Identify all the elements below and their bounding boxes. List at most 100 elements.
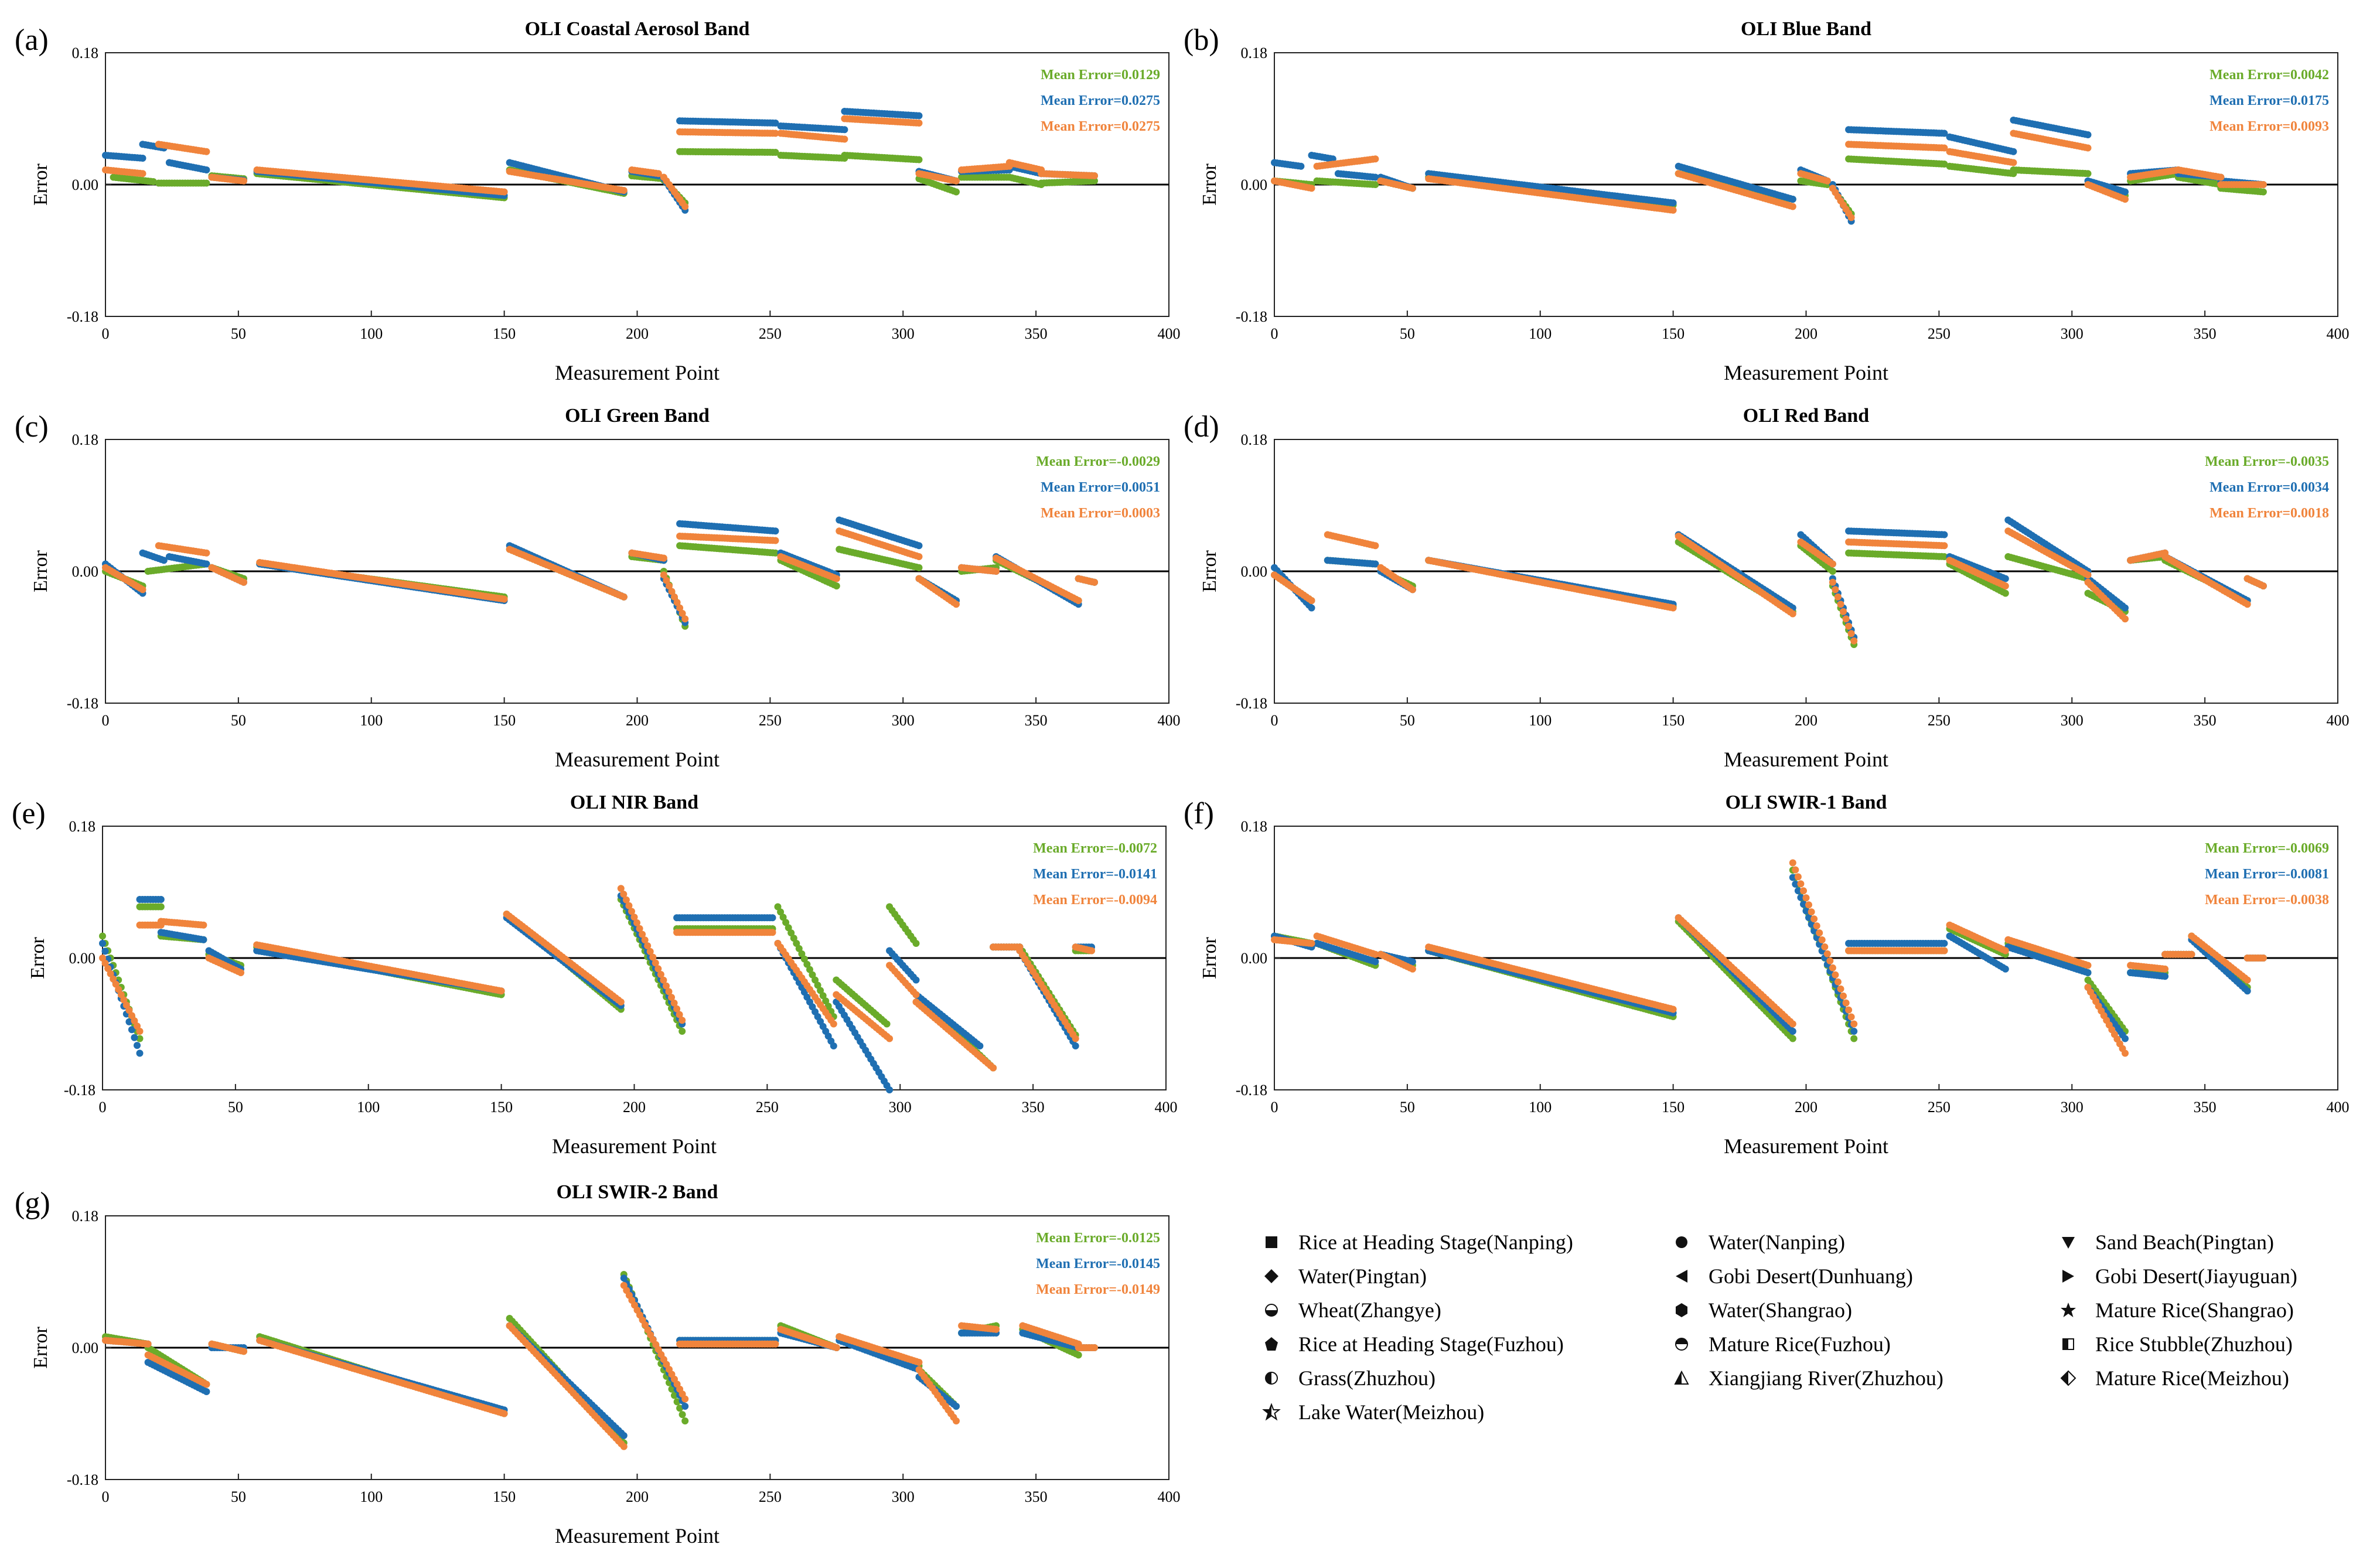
x-tick-label: 400 bbox=[1155, 1099, 1178, 1116]
data-point bbox=[993, 568, 1000, 575]
x-tick-label: 400 bbox=[2327, 712, 2350, 729]
data-point bbox=[2122, 615, 2129, 623]
y-tick-label: 0.18 bbox=[72, 45, 99, 62]
data-point bbox=[2001, 589, 2009, 597]
y-tick-label: 0.18 bbox=[72, 431, 99, 448]
x-tick-label: 300 bbox=[892, 712, 915, 729]
x-tick-label: 150 bbox=[1662, 712, 1685, 729]
data-point bbox=[203, 549, 210, 557]
data-point bbox=[2259, 582, 2267, 589]
mean-error-blue: Mean Error=0.0275 bbox=[1041, 93, 1160, 108]
x-tick-label: 150 bbox=[493, 712, 516, 729]
mean-error-orange: Mean Error=0.0275 bbox=[1041, 119, 1160, 134]
y-axis-label: Error bbox=[1199, 163, 1220, 205]
x-tick-label: 300 bbox=[2061, 325, 2084, 342]
data-point bbox=[2084, 571, 2092, 579]
data-point bbox=[1409, 586, 1416, 594]
series-orange bbox=[102, 527, 1098, 623]
series-orange bbox=[102, 115, 1098, 210]
data-point bbox=[1308, 604, 1315, 612]
data-point bbox=[1091, 177, 1098, 185]
data-point bbox=[500, 188, 508, 196]
data-point bbox=[2001, 582, 2009, 589]
data-point bbox=[1372, 155, 1379, 163]
chart-title: OLI Green Band bbox=[565, 405, 710, 427]
data-point bbox=[2084, 144, 2092, 152]
x-tick-label: 0 bbox=[102, 325, 110, 342]
x-tick-label: 0 bbox=[99, 1099, 107, 1116]
data-point bbox=[99, 932, 106, 940]
data-point bbox=[1834, 593, 1842, 601]
mean-error-green: Mean Error=-0.0029 bbox=[1036, 454, 1160, 469]
x-tick-label: 100 bbox=[1529, 712, 1552, 729]
chart-panel-a: OLI Coastal Aerosol Band(a)-0.180.000.18… bbox=[15, 18, 1181, 384]
data-point bbox=[2122, 196, 2129, 203]
x-tick-label: 50 bbox=[228, 1099, 243, 1116]
chart-title: OLI Coastal Aerosol Band bbox=[525, 18, 750, 40]
x-tick-label: 300 bbox=[2061, 712, 2084, 729]
mean-error-blue: Mean Error=0.0051 bbox=[1041, 480, 1160, 495]
data-point bbox=[681, 203, 689, 210]
x-tick-label: 400 bbox=[2327, 325, 2350, 342]
data-point bbox=[1840, 608, 1847, 615]
data-point bbox=[883, 1020, 891, 1028]
x-tick-label: 50 bbox=[231, 325, 246, 342]
data-point bbox=[1091, 578, 1098, 586]
data-point bbox=[2084, 170, 2092, 178]
data-point bbox=[915, 542, 923, 550]
data-point bbox=[1297, 162, 1305, 170]
data-point bbox=[953, 177, 960, 185]
data-point bbox=[1823, 177, 1831, 185]
data-point bbox=[134, 1042, 141, 1049]
x-tick-label: 100 bbox=[357, 1099, 380, 1116]
data-point bbox=[2084, 131, 2092, 138]
chart-panel-b: OLI Blue Band(b)-0.180.000.180 50 100 150 20… bbox=[1184, 18, 2350, 384]
data-point bbox=[240, 578, 247, 586]
series-blue bbox=[1271, 516, 2267, 641]
data-point bbox=[1847, 630, 1855, 638]
data-point bbox=[200, 936, 207, 943]
x-axis-label: Measurement Point bbox=[1724, 361, 1888, 384]
y-tick-label: -0.18 bbox=[67, 308, 98, 325]
data-point bbox=[772, 527, 779, 535]
mean-error-orange: Mean Error=0.0018 bbox=[2209, 506, 2329, 521]
data-point bbox=[1832, 586, 1839, 594]
x-tick-label: 100 bbox=[360, 712, 383, 729]
x-tick-label: 250 bbox=[756, 1099, 779, 1116]
y-axis-label: Error bbox=[30, 163, 52, 205]
data-point bbox=[953, 601, 960, 608]
data-point bbox=[157, 903, 165, 911]
data-point bbox=[1075, 597, 1082, 604]
y-tick-label: 0.00 bbox=[72, 176, 99, 193]
y-axis-label: Error bbox=[30, 550, 52, 592]
x-tick-label: 50 bbox=[231, 712, 246, 729]
data-point bbox=[772, 120, 779, 127]
mean-error-orange: Mean Error=-0.0094 bbox=[1033, 892, 1157, 908]
x-axis-label: Measurement Point bbox=[555, 748, 720, 771]
x-tick-label: 150 bbox=[493, 325, 516, 342]
mean-error-green: Mean Error=0.0042 bbox=[2209, 67, 2329, 83]
y-tick-label: 0.00 bbox=[1241, 563, 1268, 580]
data-point bbox=[1850, 637, 1858, 645]
x-tick-label: 250 bbox=[759, 712, 782, 729]
x-axis-label: Measurement Point bbox=[552, 1134, 717, 1158]
x-tick-label: 400 bbox=[1158, 325, 1181, 342]
x-tick-label: 0 bbox=[1271, 325, 1278, 342]
data-point bbox=[1845, 622, 1853, 630]
data-point bbox=[101, 947, 109, 955]
data-point bbox=[841, 126, 848, 134]
data-point bbox=[915, 120, 923, 127]
panel-label: (c) bbox=[15, 410, 49, 444]
data-point bbox=[1308, 597, 1315, 604]
x-tick-label: 200 bbox=[1795, 712, 1818, 729]
mean-error-blue: Mean Error=0.0175 bbox=[2209, 93, 2329, 108]
y-tick-label: 0.00 bbox=[1241, 176, 1268, 193]
mean-error-green: Mean Error=-0.0035 bbox=[2205, 454, 2329, 469]
data-point bbox=[772, 537, 779, 544]
x-tick-label: 100 bbox=[360, 325, 383, 342]
data-point bbox=[99, 940, 106, 947]
data-point bbox=[620, 187, 628, 194]
data-point bbox=[1669, 206, 1677, 214]
data-point bbox=[912, 940, 920, 947]
data-point bbox=[1308, 185, 1315, 192]
